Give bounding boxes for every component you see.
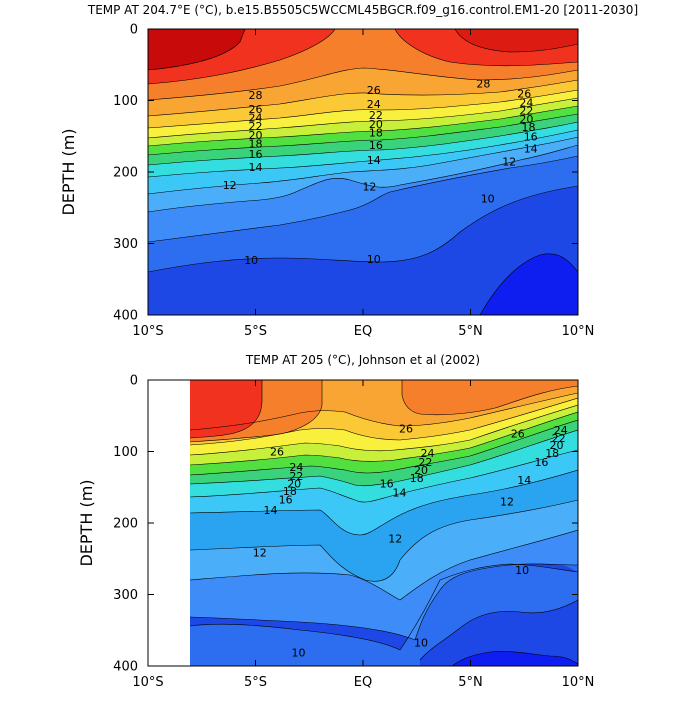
contour-label: 24 [554,424,568,437]
contour-label: 26 [399,423,413,436]
contour-label: 18 [522,121,536,134]
contour-label: 20 [519,113,533,126]
contour-label: 28 [476,77,490,90]
contour-label: 24 [367,98,381,111]
y-tick-label: 300 [113,588,138,603]
top-chart-title: TEMP AT 204.7°E (°C), b.e15.B5505C5WCCML… [87,3,638,17]
y-tick-label: 100 [113,445,138,460]
contour-label: 18 [369,127,383,140]
contour-label: 12 [253,546,267,559]
contour-label: 10 [481,192,495,205]
x-tick-label: EQ [354,675,372,690]
contour-label: 20 [550,439,564,452]
contour-label: 22 [249,120,263,133]
x-tick-label: 5°N [458,675,483,690]
contour-label: 22 [552,432,566,445]
contour-label: 28 [249,89,263,102]
x-tick-label: 10°S [132,324,163,339]
contour-label: 24 [289,461,303,474]
contour-label: 26 [270,446,284,459]
y-tick-label: 200 [113,166,138,181]
contour-label: 10 [414,636,428,649]
top-axes: 10°S 5°S EQ 5°N 10°N 0 100 200 300 400 [113,23,594,340]
contour-label: 26 [249,103,263,116]
y-tick-label: 400 [113,660,138,675]
contour-label: 26 [517,87,531,100]
contour-label: 12 [223,179,237,192]
contour-label: 10 [367,253,381,266]
contour-label: 16 [249,148,263,161]
contour-label: 12 [388,533,402,546]
x-tick-label: EQ [354,324,372,339]
contour-label: 12 [500,496,514,509]
contour-label: 12 [362,180,376,193]
contour-label: 10 [244,254,258,267]
top-contour-label-layer: 2826242220181614121026242220181614121028… [223,77,538,267]
x-tick-label: 5°S [244,324,267,339]
contour-label: 24 [421,447,435,460]
top-band-29-right [455,29,578,52]
bottom-y-axis-label: DEPTH (m) [77,479,96,566]
contour-label: 20 [369,118,383,131]
contour-label: 18 [249,137,263,150]
contour-label: 26 [367,84,381,97]
y-tick-label: 0 [130,374,138,389]
contour-label: 16 [369,139,383,152]
contour-label: 10 [515,564,529,577]
contour-label: 20 [249,129,263,142]
x-tick-label: 5°N [458,324,483,339]
y-tick-label: 300 [113,237,138,252]
contour-label: 22 [289,470,303,483]
contour-label: 10 [292,646,306,659]
x-tick-label: 10°N [562,324,595,339]
x-tick-label: 5°S [244,675,267,690]
x-tick-label: 10°S [132,675,163,690]
bottom-axes: 10°S 5°S EQ 5°N 10°N 0 100 200 300 400 [113,374,594,691]
contour-label: 16 [279,493,293,506]
top-panel: TEMP AT 204.7°E (°C), b.e15.B5505C5WCCML… [59,3,638,339]
bottom-band-deep [452,651,578,666]
contour-label: 14 [367,154,381,167]
contour-label: 24 [519,97,533,110]
contour-label: 18 [545,447,559,460]
top-band-deep [480,253,578,315]
contour-label: 18 [283,485,297,498]
contour-label: 22 [418,456,432,469]
bottom-contour-lines [190,380,578,666]
contour-label: 20 [287,478,301,491]
contour-label: 12 [502,155,516,168]
contour-label: 14 [264,504,278,517]
contour-label: 16 [534,456,548,469]
contour-label: 14 [524,142,538,155]
top-band-29-left [148,29,245,70]
top-y-axis-label: DEPTH (m) [59,128,78,215]
contour-label: 22 [519,105,533,118]
contour-label: 18 [410,472,424,485]
bottom-band-26-right [402,380,578,415]
top-contour-lines [148,29,578,315]
y-tick-label: 200 [113,517,138,532]
contour-label: 20 [414,464,428,477]
y-tick-label: 100 [113,94,138,109]
contour-label: 24 [249,112,263,125]
top-plot-area: 2826242220181614121026242220181614121028… [148,29,578,315]
contour-label: 16 [380,478,394,491]
x-tick-label: 10°N [562,675,595,690]
contour-label: 16 [524,130,538,143]
contour-label: 14 [249,161,263,174]
contour-label: 14 [517,474,531,487]
contour-label: 14 [393,486,407,499]
bottom-chart-title: TEMP AT 205 (°C), Johnson et al (2002) [245,353,480,367]
y-tick-label: 0 [130,23,138,38]
bottom-panel: TEMP AT 205 (°C), Johnson et al (2002) [77,353,594,690]
y-tick-label: 400 [113,309,138,324]
contour-label: 22 [369,109,383,122]
contour-label: 26 [511,428,525,441]
